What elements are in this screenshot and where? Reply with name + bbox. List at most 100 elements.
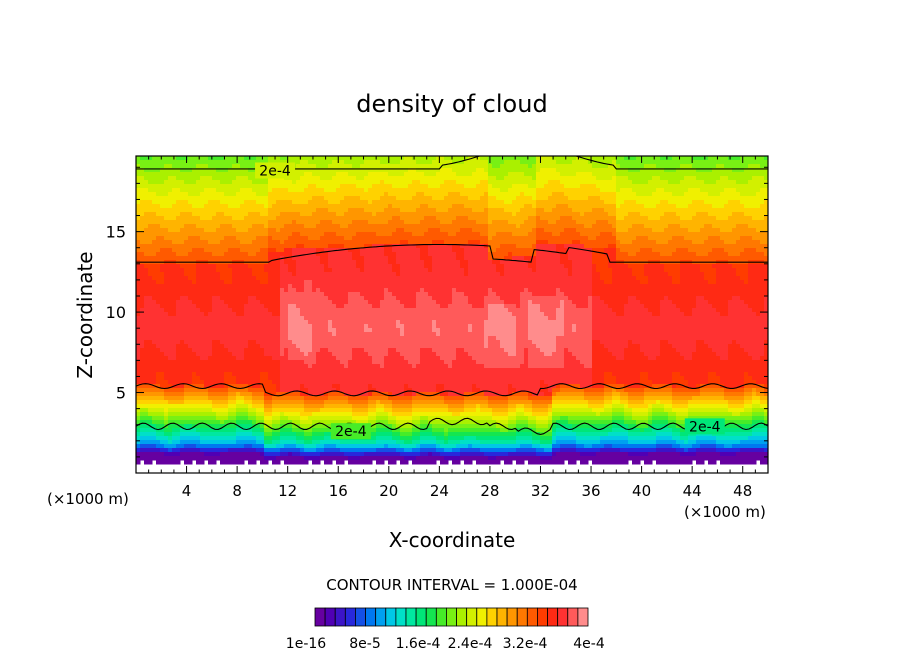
- field-cell: [384, 408, 389, 413]
- field-cell: [348, 260, 353, 265]
- field-cell: [152, 228, 157, 233]
- field-cell: [348, 376, 353, 381]
- field-cell: [336, 208, 341, 213]
- field-cell: [324, 376, 329, 381]
- field-cell: [328, 360, 333, 365]
- field-cell: [172, 336, 177, 341]
- field-cell: [248, 356, 253, 361]
- field-cell: [200, 292, 205, 297]
- field-cell: [236, 340, 241, 345]
- field-cell: [328, 176, 333, 181]
- field-cell: [364, 360, 369, 365]
- field-cell: [196, 452, 201, 457]
- field-cell: [160, 200, 165, 205]
- field-cell: [336, 316, 341, 321]
- field-cell: [376, 320, 381, 325]
- field-cell: [348, 244, 353, 249]
- field-cell: [196, 332, 201, 337]
- field-cell: [304, 352, 309, 357]
- field-cell: [160, 292, 165, 297]
- field-cell: [220, 276, 225, 281]
- field-cell: [352, 348, 357, 353]
- field-cell: [272, 444, 277, 449]
- field-cell: [332, 156, 337, 161]
- field-cell: [140, 368, 145, 373]
- field-cell: [296, 444, 301, 449]
- field-cell: [356, 168, 361, 173]
- field-cell: [232, 368, 237, 373]
- field-cell: [156, 268, 161, 273]
- field-cell: [220, 284, 225, 289]
- field-cell: [276, 188, 281, 193]
- field-cell: [160, 192, 165, 197]
- field-cell: [304, 448, 309, 453]
- field-cell: [276, 372, 281, 377]
- field-cell: [188, 216, 193, 221]
- field-cell: [348, 352, 353, 357]
- field-cell: [256, 236, 261, 241]
- field-cell: [368, 440, 373, 445]
- field-cell: [268, 456, 273, 461]
- field-cell: [360, 216, 365, 221]
- field-cell: [292, 328, 297, 333]
- field-cell: [368, 360, 373, 365]
- field-cell: [288, 408, 293, 413]
- field-cell: [216, 228, 221, 233]
- field-cell: [332, 456, 337, 461]
- field-cell: [344, 312, 349, 317]
- field-cell: [356, 200, 361, 205]
- field-cell: [324, 408, 329, 413]
- field-cell: [248, 352, 253, 357]
- field-cell: [296, 348, 301, 353]
- field-cell: [268, 368, 273, 373]
- field-cell: [176, 340, 181, 345]
- field-cell: [200, 396, 205, 401]
- field-cell: [320, 248, 325, 253]
- field-cell: [252, 296, 257, 301]
- field-cell: [388, 196, 393, 201]
- field-cell: [360, 344, 365, 349]
- field-cell: [272, 332, 277, 337]
- field-cell: [372, 300, 377, 305]
- field-cell: [360, 352, 365, 357]
- field-cell: [160, 384, 165, 389]
- field-cell: [360, 300, 365, 305]
- field-cell: [300, 268, 305, 273]
- field-cell: [196, 316, 201, 321]
- field-cell: [316, 268, 321, 273]
- field-cell: [288, 180, 293, 185]
- field-cell: [252, 176, 257, 181]
- field-cell: [292, 436, 297, 441]
- field-cell: [208, 272, 213, 277]
- field-cell: [212, 364, 217, 369]
- field-cell: [348, 248, 353, 253]
- field-cell: [392, 308, 397, 313]
- field-cell: [348, 204, 353, 209]
- field-cell: [168, 160, 173, 165]
- field-cell: [200, 188, 205, 193]
- field-cell: [216, 416, 221, 421]
- field-cell: [244, 204, 249, 209]
- field-cell: [184, 240, 189, 245]
- field-cell: [332, 384, 337, 389]
- field-cell: [296, 160, 301, 165]
- field-cell: [308, 200, 313, 205]
- field-cell: [380, 252, 385, 257]
- field-cell: [296, 240, 301, 245]
- field-cell: [344, 264, 349, 269]
- field-cell: [140, 236, 145, 241]
- field-cell: [320, 188, 325, 193]
- field-cell: [328, 384, 333, 389]
- field-cell: [160, 264, 165, 269]
- field-cell: [392, 448, 397, 453]
- field-cell: [212, 220, 217, 225]
- field-cell: [200, 392, 205, 397]
- field-cell: [332, 204, 337, 209]
- field-cell: [204, 280, 209, 285]
- field-cell: [212, 244, 217, 249]
- field-cell: [252, 216, 257, 221]
- field-cell: [332, 244, 337, 249]
- field-cell: [144, 388, 149, 393]
- field-cell: [160, 400, 165, 405]
- field-cell: [256, 436, 261, 441]
